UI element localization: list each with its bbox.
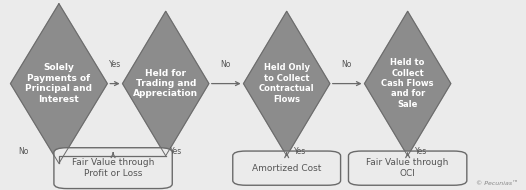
Polygon shape <box>11 4 107 163</box>
Text: Held to
Collect
Cash Flows
and for
Sale: Held to Collect Cash Flows and for Sale <box>381 58 434 109</box>
Text: Yes: Yes <box>294 147 306 157</box>
Text: Yes: Yes <box>170 146 183 156</box>
Text: © Pecunias™: © Pecunias™ <box>476 181 518 186</box>
Text: Held for
Trading and
Appreciation: Held for Trading and Appreciation <box>133 69 198 98</box>
Text: No: No <box>341 60 351 69</box>
FancyBboxPatch shape <box>232 151 341 185</box>
Text: No: No <box>220 60 230 69</box>
Text: Solely
Payments of
Principal and
Interest: Solely Payments of Principal and Interes… <box>25 63 93 104</box>
Text: No: No <box>18 146 29 156</box>
Polygon shape <box>123 11 209 156</box>
Text: Held Only
to Collect
Contractual
Flows: Held Only to Collect Contractual Flows <box>259 63 315 104</box>
FancyBboxPatch shape <box>54 148 173 188</box>
Text: Yes: Yes <box>108 60 121 69</box>
Text: Yes: Yes <box>414 147 427 157</box>
Polygon shape <box>244 11 330 156</box>
Polygon shape <box>365 11 451 156</box>
Text: Fair Value through
Profit or Loss: Fair Value through Profit or Loss <box>72 158 154 178</box>
FancyBboxPatch shape <box>348 151 467 185</box>
Text: Fair Value through
OCI: Fair Value through OCI <box>367 158 449 178</box>
Text: Amortized Cost: Amortized Cost <box>252 164 321 173</box>
